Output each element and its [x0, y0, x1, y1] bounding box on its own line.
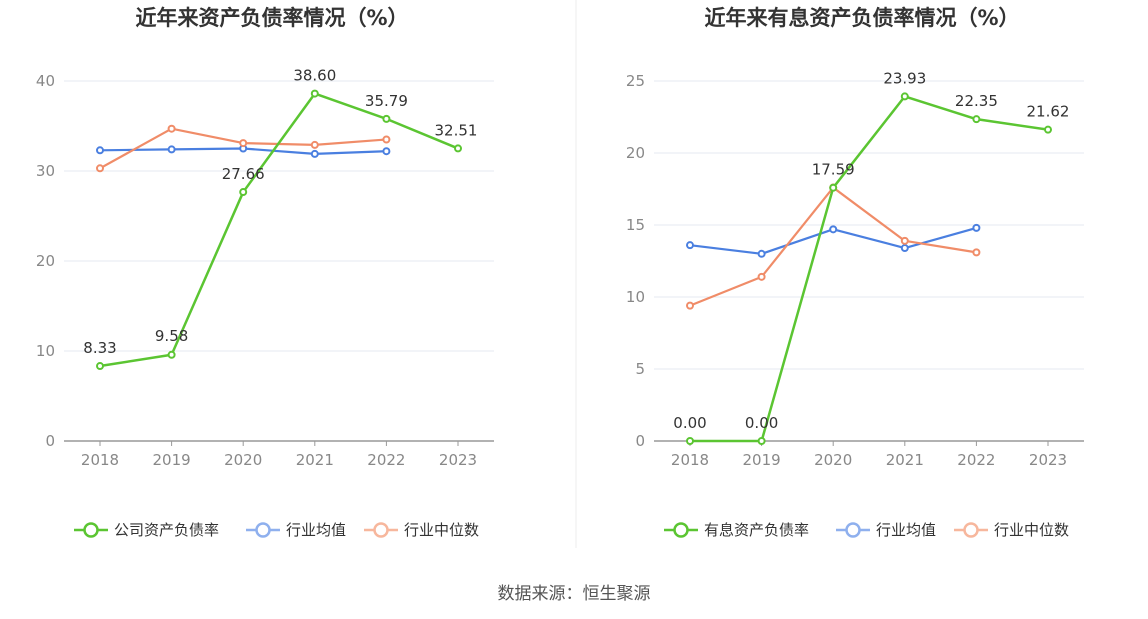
data-point: [900, 244, 909, 253]
y-tick-label: 0: [45, 432, 55, 450]
data-point: [686, 241, 694, 250]
chart-title: 近年来资产负债率情况（%）: [135, 6, 408, 30]
data-label: 0.00: [673, 414, 706, 432]
data-point: [239, 139, 248, 148]
chart-interest-debt-ratio: 近年来有息资产负债率情况（%） 0 5 10 15 20 25 2018 2019 2020 202…: [626, 6, 1084, 539]
data-point: [757, 272, 766, 281]
y-tick-label: 10: [36, 342, 55, 360]
legend-label: 行业中位数: [994, 521, 1069, 539]
chart-title: 近年来有息资产负债率情况（%）: [704, 6, 1019, 30]
data-label: 0.00: [745, 414, 778, 432]
data-label: 8.33: [83, 339, 116, 357]
series-line: [689, 186, 977, 307]
data-point: [310, 149, 319, 158]
legend-label: 行业均值: [876, 521, 936, 539]
data-label: 21.62: [1027, 103, 1070, 121]
x-tick-label: 2018: [81, 451, 119, 469]
data-point: [167, 124, 176, 133]
data-point: [972, 115, 981, 124]
x-tick-label: 2023: [439, 451, 477, 469]
data-point: [900, 236, 909, 245]
chart-debt-ratio: 近年来资产负债率情况（%） 0 10 20 30 40 2018 2019 2020 2021 20…: [36, 6, 494, 539]
x-tick-label: 2022: [367, 451, 405, 469]
data-point: [829, 183, 838, 192]
legend-label: 行业均值: [286, 521, 346, 539]
source-text: 数据来源：恒生聚源: [498, 584, 651, 604]
y-tick-label: 0: [635, 432, 645, 450]
data-label: 35.79: [365, 92, 408, 110]
data-point: [96, 164, 104, 173]
legend-marker: [845, 522, 861, 538]
series-line: [99, 92, 459, 368]
data-point: [829, 225, 838, 234]
y-tick-label: 40: [36, 72, 55, 90]
y-tick-label: 10: [626, 288, 645, 306]
data-point: [454, 144, 462, 153]
data-point: [310, 89, 319, 98]
data-point: [757, 249, 766, 258]
data-label: 22.35: [955, 92, 998, 110]
data-point: [96, 362, 104, 371]
data-point: [167, 350, 176, 359]
legend-marker: [255, 522, 271, 538]
data-point: [167, 145, 176, 154]
data-label: 38.60: [293, 67, 336, 85]
legend-label: 有息资产负债率: [704, 521, 809, 539]
x-tick-label: 2023: [1029, 451, 1067, 469]
data-point: [382, 147, 391, 156]
x-tick-label: 2020: [224, 451, 262, 469]
legend-label: 行业中位数: [404, 521, 479, 539]
data-label: 23.93: [883, 69, 926, 87]
y-tick-label: 20: [36, 252, 55, 270]
x-tick-label: 2022: [957, 451, 995, 469]
data-point: [96, 146, 104, 155]
legend-marker: [373, 522, 389, 538]
legend-label: 公司资产负债率: [114, 521, 219, 539]
y-tick-label: 30: [36, 162, 55, 180]
data-point: [686, 301, 694, 310]
data-point: [239, 188, 248, 197]
data-point: [972, 223, 981, 232]
x-tick-label: 2020: [814, 451, 852, 469]
data-point: [972, 248, 981, 257]
data-point: [310, 140, 319, 149]
data-point: [757, 437, 766, 445]
data-label: 32.51: [435, 121, 478, 139]
data-point: [686, 437, 694, 445]
data-point: [900, 92, 909, 101]
data-label: 9.58: [155, 327, 188, 345]
legend-marker: [83, 522, 99, 538]
y-tick-label: 25: [626, 72, 645, 90]
y-tick-label: 20: [626, 144, 645, 162]
x-tick-label: 2019: [153, 451, 191, 469]
x-tick-label: 2021: [296, 451, 334, 469]
data-point: [382, 135, 391, 144]
x-tick-label: 2019: [743, 451, 781, 469]
y-tick-label: 15: [626, 216, 645, 234]
data-label: 17.59: [812, 161, 855, 179]
y-tick-label: 5: [635, 360, 645, 378]
data-point: [1044, 125, 1052, 134]
series-line: [690, 95, 1049, 443]
x-tick-label: 2021: [886, 451, 924, 469]
legend-marker: [673, 522, 689, 538]
legend-marker: [963, 522, 979, 538]
data-label: 27.66: [222, 165, 265, 183]
x-tick-label: 2018: [671, 451, 709, 469]
data-point: [382, 114, 391, 123]
